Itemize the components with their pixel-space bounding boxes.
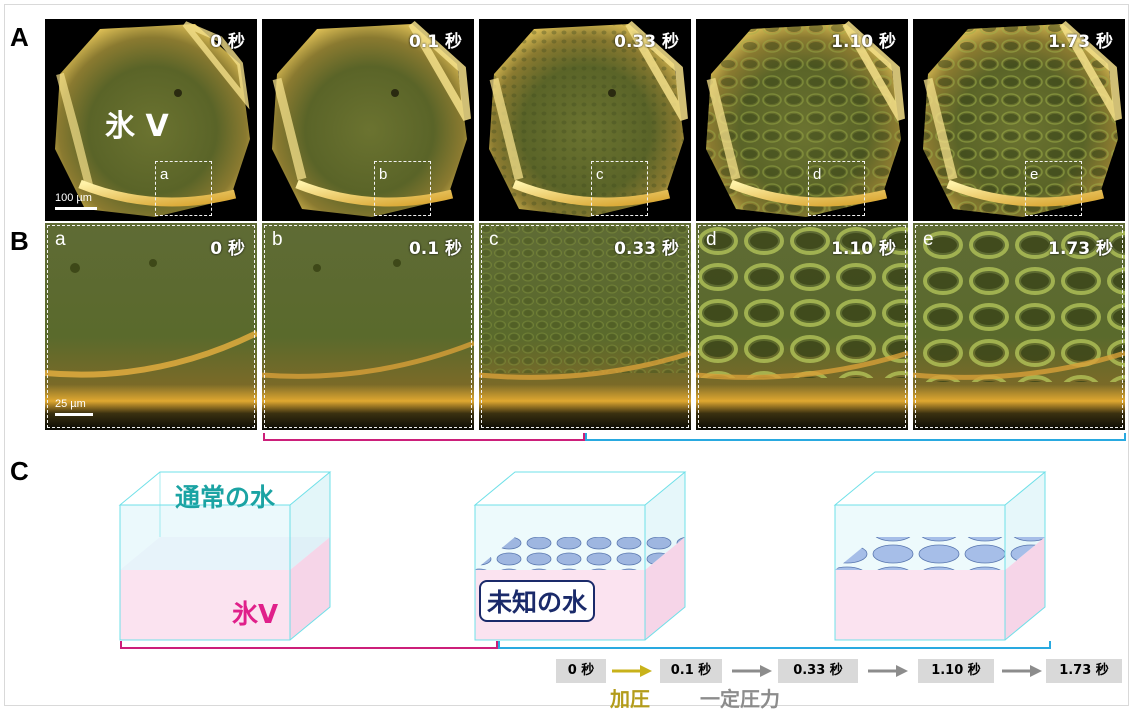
ice-v-diagram-label: 氷V [232, 600, 279, 630]
time-label: 1.10 秒 [831, 32, 896, 52]
box-constant-pressure [833, 471, 1047, 641]
time-label: 0.33 秒 [614, 32, 679, 52]
panel-b-e: e 1.73 秒 [913, 223, 1125, 430]
dashed-border [698, 225, 906, 428]
zoom-region [808, 161, 865, 216]
crystal-image [272, 21, 471, 217]
zoom-letter: c [596, 166, 604, 183]
zoom-panel-letter: d [706, 229, 717, 250]
zoom-image [913, 223, 1125, 430]
dashed-border [47, 225, 255, 428]
panel-b-b: b 0.1 秒 [262, 223, 474, 430]
section-label-b: B [10, 226, 29, 256]
panel-a-1.10s: 1.10 秒 d [696, 19, 908, 221]
panel-b-c: c 0.33 秒 [479, 223, 691, 430]
pressurize-label: 加圧 [610, 687, 650, 711]
zoom-region [374, 161, 431, 216]
time-label: 0 秒 [210, 32, 245, 52]
dashed-border [915, 225, 1123, 428]
dashed-border [264, 225, 472, 428]
zoom-region [155, 161, 212, 216]
crystal-image [923, 21, 1122, 217]
time-label: 0.1 秒 [408, 32, 462, 52]
constant-pressure-label: 一定圧力 [700, 687, 780, 711]
zoom-panel-letter: c [489, 229, 499, 250]
gray-arrow-icon [1002, 665, 1042, 677]
zoom-panel-letter: e [923, 229, 934, 250]
crystal-image [55, 21, 250, 217]
timeline-step: 1.73 秒 [1046, 659, 1122, 683]
ice-v-label: 氷 V [105, 109, 169, 144]
gray-arrow-icon [868, 665, 908, 677]
unknown-water-label: 未知の水 [479, 580, 596, 622]
panel-a-0.1s: 0.1 秒 b [262, 19, 474, 221]
panel-b-d: d 1.10 秒 [696, 223, 908, 430]
crystal-image [489, 21, 688, 217]
panel-a-0s: 氷 V 0 秒 a 100 µm [45, 19, 257, 221]
scale-bar [55, 207, 97, 210]
zoom-letter: a [160, 166, 169, 183]
normal-water-label: 通常の水 [175, 483, 276, 512]
panel-a-1.73s: 1.73 秒 e [913, 19, 1125, 221]
gray-arrow-icon [732, 665, 772, 677]
section-label-a: A [10, 22, 29, 52]
timeline-step: 1.10 秒 [918, 659, 994, 683]
panel-b-a: a 0 秒 25 µm [45, 223, 257, 430]
zoom-image [45, 223, 257, 430]
time-label: 1.73 秒 [1048, 32, 1113, 52]
zoom-panel-letter: b [272, 229, 283, 250]
time-label: 0.1 秒 [408, 239, 462, 259]
section-label-c: C [10, 456, 29, 486]
zoom-image [479, 223, 691, 430]
time-label: 0 秒 [210, 239, 245, 259]
scale-label: 25 µm [55, 398, 86, 410]
yellow-arrow-icon [612, 665, 652, 677]
zoom-panel-letter: a [55, 229, 66, 250]
pressurize-bracket-c [120, 641, 498, 649]
zoom-region [1025, 161, 1082, 216]
constant-bracket-c [498, 641, 1051, 649]
time-label: 0.33 秒 [614, 239, 679, 259]
box-normal-water [118, 471, 332, 641]
timeline-step: 0.1 秒 [660, 659, 722, 683]
pressurize-bracket-b [263, 433, 585, 441]
timeline-step: 0.33 秒 [778, 659, 858, 683]
scale-bar [55, 413, 93, 416]
zoom-image [696, 223, 908, 430]
time-label: 1.10 秒 [831, 239, 896, 259]
figure-frame [4, 4, 1129, 706]
time-label: 1.73 秒 [1048, 239, 1113, 259]
zoom-region [591, 161, 648, 216]
scale-label: 100 µm [55, 192, 92, 204]
panel-a-0.33s: 0.33 秒 c [479, 19, 691, 221]
zoom-letter: d [813, 166, 822, 183]
zoom-letter: b [379, 166, 388, 183]
zoom-image [262, 223, 474, 430]
crystal-image [706, 21, 905, 217]
dashed-border [481, 225, 689, 428]
timeline-step: 0 秒 [556, 659, 606, 683]
constant-bracket-b [585, 433, 1126, 441]
zoom-letter: e [1030, 166, 1039, 183]
